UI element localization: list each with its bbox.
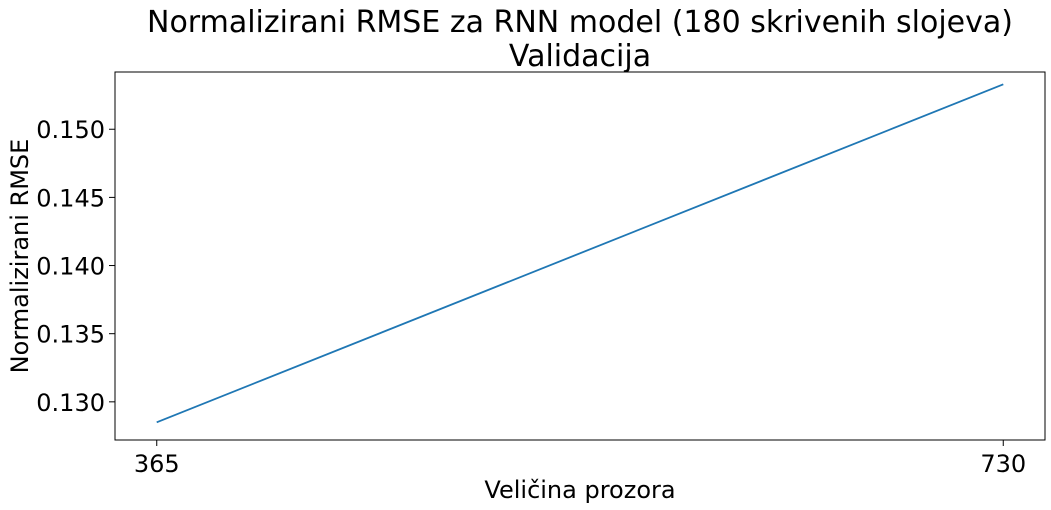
x-tick-label: 730 [980,450,1026,478]
x-axis: 365 730 [134,440,1026,478]
y-axis: 0.130 0.135 0.140 0.145 0.150 [36,116,115,417]
series-layer [156,83,1004,424]
chart-subtitle: Validacija [509,39,651,74]
x-axis-label: Veličina prozora [484,476,675,504]
y-tick-label: 0.135 [36,321,105,349]
plot-area [114,71,1046,441]
series-line-0 [156,83,1004,424]
y-tick-label: 0.145 [36,184,105,212]
y-axis-label: Normalizirani RMSE [6,139,34,374]
y-tick-label: 0.150 [36,116,105,144]
x-tick-label: 365 [134,450,180,478]
y-tick-label: 0.140 [36,253,105,281]
chart-title: Normalizirani RMSE za RNN model (180 skr… [147,5,1013,40]
y-tick-label: 0.130 [36,389,105,417]
